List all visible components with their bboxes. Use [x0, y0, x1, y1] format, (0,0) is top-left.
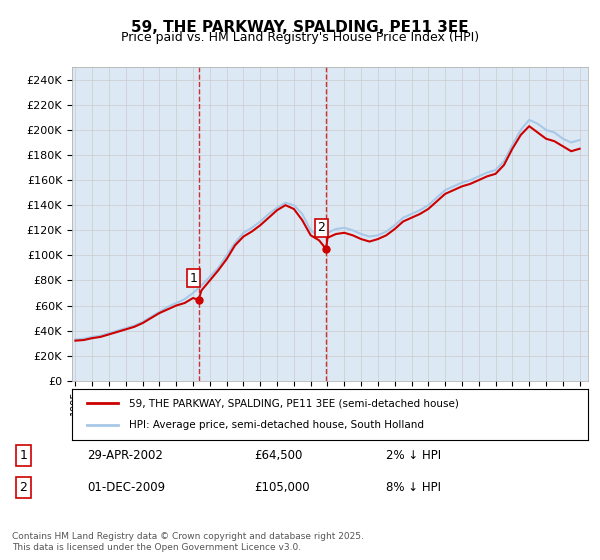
Text: 59, THE PARKWAY, SPALDING, PE11 3EE: 59, THE PARKWAY, SPALDING, PE11 3EE: [131, 20, 469, 35]
Text: 1: 1: [20, 449, 28, 462]
Text: 01-DEC-2009: 01-DEC-2009: [87, 481, 165, 494]
Text: 2: 2: [20, 481, 28, 494]
Text: 29-APR-2002: 29-APR-2002: [87, 449, 163, 462]
Text: 2: 2: [317, 221, 325, 234]
Text: 1: 1: [190, 272, 197, 285]
Text: HPI: Average price, semi-detached house, South Holland: HPI: Average price, semi-detached house,…: [129, 421, 424, 431]
Text: 59, THE PARKWAY, SPALDING, PE11 3EE (semi-detached house): 59, THE PARKWAY, SPALDING, PE11 3EE (sem…: [129, 398, 458, 408]
Text: £105,000: £105,000: [254, 481, 310, 494]
Text: £64,500: £64,500: [254, 449, 302, 462]
Text: Contains HM Land Registry data © Crown copyright and database right 2025.
This d: Contains HM Land Registry data © Crown c…: [12, 532, 364, 552]
Text: 8% ↓ HPI: 8% ↓ HPI: [386, 481, 442, 494]
Text: 2% ↓ HPI: 2% ↓ HPI: [386, 449, 442, 462]
Text: Price paid vs. HM Land Registry's House Price Index (HPI): Price paid vs. HM Land Registry's House …: [121, 31, 479, 44]
